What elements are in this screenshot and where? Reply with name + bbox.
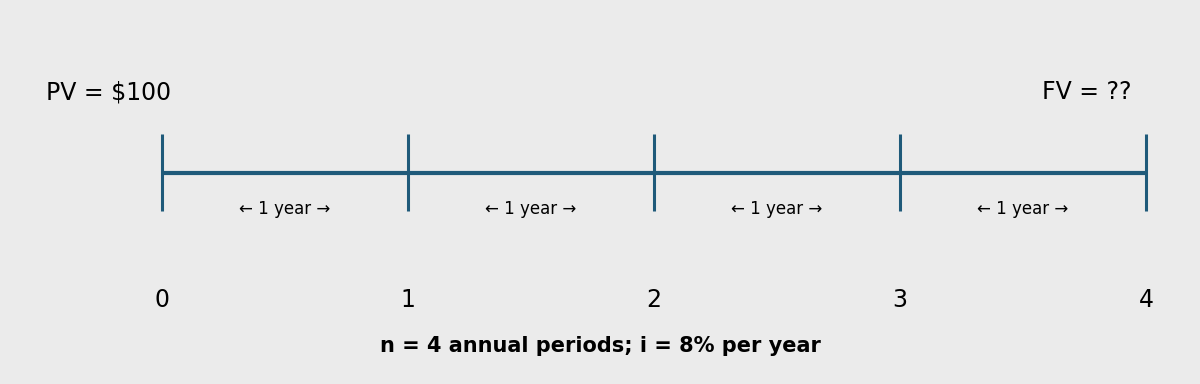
Text: ← 1 year →: ← 1 year → [977, 200, 1069, 218]
Text: FV = ??: FV = ?? [1042, 80, 1132, 104]
Text: 2: 2 [647, 288, 661, 312]
Text: ← 1 year →: ← 1 year → [485, 200, 577, 218]
Text: PV = $100: PV = $100 [46, 80, 170, 104]
Text: ← 1 year →: ← 1 year → [239, 200, 331, 218]
Text: 3: 3 [893, 288, 907, 312]
Text: 1: 1 [401, 288, 415, 312]
Text: 0: 0 [155, 288, 169, 312]
Text: 4: 4 [1139, 288, 1153, 312]
Text: n = 4 annual periods; i = 8% per year: n = 4 annual periods; i = 8% per year [379, 336, 821, 356]
Text: ← 1 year →: ← 1 year → [731, 200, 823, 218]
